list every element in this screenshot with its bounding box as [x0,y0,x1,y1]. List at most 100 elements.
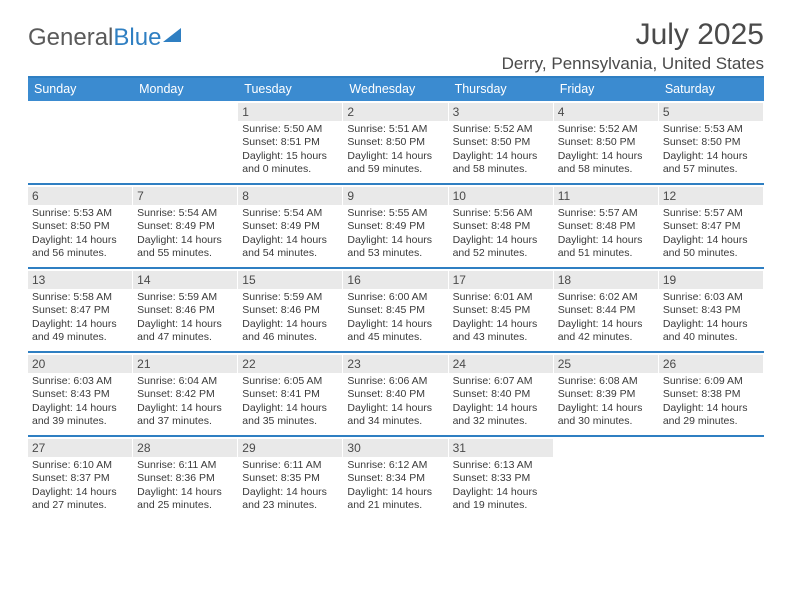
day-details: Sunrise: 5:58 AMSunset: 8:47 PMDaylight:… [32,291,128,345]
day-number: 25 [554,355,658,373]
calendar-cell: 27Sunrise: 6:10 AMSunset: 8:37 PMDayligh… [28,437,133,519]
day-number: 31 [449,439,553,457]
calendar-cell: 9 Sunrise: 5:55 AMSunset: 8:49 PMDaylight… [343,185,448,267]
calendar-cell: 15 Sunrise: 5:59 AMSunset: 8:46 PMDayligh… [238,269,343,351]
day-number: 26 [659,355,763,373]
day-number: 2 [343,103,447,121]
calendar-cell: 24 Sunrise: 6:07 AMSunset: 8:40 PMDayligh… [449,353,554,435]
day-number: 29 [238,439,342,457]
day-details: Sunrise: 6:04 AMSunset: 8:42 PMDaylight:… [137,375,233,429]
brand-logo: GeneralBlue [28,18,181,52]
brand-part2: Blue [113,24,161,52]
calendar-cell: 8Sunrise: 5:54 AMSunset: 8:49 PMDaylight… [238,185,343,267]
calendar-grid: SundayMondayTuesdayWednesdayThursdayFrid… [28,78,764,519]
day-number: 19 [659,271,763,289]
day-number: 21 [133,355,237,373]
day-details: Sunrise: 6:07 AMSunset: 8:40 PMDaylight:… [453,375,549,429]
day-details: Sunrise: 5:53 AMSunset: 8:50 PMDaylight:… [663,123,759,177]
brand-part1: General [28,24,113,52]
day-number: 18 [554,271,658,289]
calendar-cell: 31 Sunrise: 6:13 AMSunset: 8:33 PMDayligh… [449,437,554,519]
calendar-cell: 25Sunrise: 6:08 AMSunset: 8:39 PMDayligh… [554,353,659,435]
calendar-cell: 29 Sunrise: 6:11 AMSunset: 8:35 PMDayligh… [238,437,343,519]
calendar-cell: 30 Sunrise: 6:12 AMSunset: 8:34 PMDayligh… [343,437,448,519]
calendar-cell: 1 Sunrise: 5:50 AMSunset: 8:51 PMDaylight… [238,101,343,183]
calendar-cell: 14Sunrise: 5:59 AMSunset: 8:46 PMDayligh… [133,269,238,351]
day-number: 7 [133,187,237,205]
day-details: Sunrise: 6:01 AMSunset: 8:45 PMDaylight:… [453,291,549,345]
day-details: Sunrise: 5:57 AMSunset: 8:47 PMDaylight:… [663,207,759,261]
day-number: 8 [238,187,342,205]
calendar-cell: 6 Sunrise: 5:53 AMSunset: 8:50 PMDaylight… [28,185,133,267]
day-details: Sunrise: 5:54 AMSunset: 8:49 PMDaylight:… [137,207,233,261]
calendar-cell: 11Sunrise: 5:57 AMSunset: 8:48 PMDayligh… [554,185,659,267]
day-details: Sunrise: 6:12 AMSunset: 8:34 PMDaylight:… [347,459,443,513]
title-block: July 2025 Derry, Pennsylvania, United St… [502,18,764,74]
day-number: 30 [343,439,447,457]
day-number: 17 [449,271,553,289]
day-number: 23 [343,355,447,373]
calendar-cell: 18 Sunrise: 6:02 AMSunset: 8:44 PMDayligh… [554,269,659,351]
calendar-cell: .. [659,437,764,519]
day-number: 11 [554,187,658,205]
day-number: 24 [449,355,553,373]
day-number: 15 [238,271,342,289]
day-details: Sunrise: 6:11 AMSunset: 8:36 PMDaylight:… [137,459,233,513]
triangle-icon [163,28,181,42]
day-number: 13 [28,271,132,289]
day-header: Sunday [28,78,133,101]
day-details: Sunrise: 5:53 AMSunset: 8:50 PMDaylight:… [32,207,128,261]
day-details: Sunrise: 5:51 AMSunset: 8:50 PMDaylight:… [347,123,443,177]
calendar-cell: 12 Sunrise: 5:57 AMSunset: 8:47 PMDayligh… [659,185,764,267]
day-header: Friday [554,78,659,101]
day-number: 10 [449,187,553,205]
calendar-cell: .. [133,101,238,183]
day-details: Sunrise: 5:55 AMSunset: 8:49 PMDaylight:… [347,207,443,261]
calendar-cell: 10Sunrise: 5:56 AMSunset: 8:48 PMDayligh… [449,185,554,267]
day-number: 6 [28,187,132,205]
calendar-cell: 2 Sunrise: 5:51 AMSunset: 8:50 PMDaylight… [343,101,448,183]
day-header: Wednesday [343,78,448,101]
day-number: 4 [554,103,658,121]
calendar-cell: 20 Sunrise: 6:03 AMSunset: 8:43 PMDayligh… [28,353,133,435]
day-details: Sunrise: 6:06 AMSunset: 8:40 PMDaylight:… [347,375,443,429]
calendar-cell: 17 Sunrise: 6:01 AMSunset: 8:45 PMDayligh… [449,269,554,351]
day-number: 5 [659,103,763,121]
day-details: Sunrise: 5:52 AMSunset: 8:50 PMDaylight:… [453,123,549,177]
day-header: Thursday [449,78,554,101]
calendar-cell: 5 Sunrise: 5:53 AMSunset: 8:50 PMDaylight… [659,101,764,183]
calendar-cell: 7 Sunrise: 5:54 AMSunset: 8:49 PMDaylight… [133,185,238,267]
calendar-cell: 22Sunrise: 6:05 AMSunset: 8:41 PMDayligh… [238,353,343,435]
day-number: 20 [28,355,132,373]
day-details: Sunrise: 6:03 AMSunset: 8:43 PMDaylight:… [663,291,759,345]
calendar-cell: 21 Sunrise: 6:04 AMSunset: 8:42 PMDayligh… [133,353,238,435]
calendar-cell: 28 Sunrise: 6:11 AMSunset: 8:36 PMDayligh… [133,437,238,519]
day-details: Sunrise: 6:00 AMSunset: 8:45 PMDaylight:… [347,291,443,345]
day-details: Sunrise: 5:59 AMSunset: 8:46 PMDaylight:… [242,291,338,345]
title-month: July 2025 [502,18,764,52]
day-details: Sunrise: 5:52 AMSunset: 8:50 PMDaylight:… [558,123,654,177]
day-number: 3 [449,103,553,121]
header: GeneralBlue July 2025 Derry, Pennsylvani… [28,18,764,74]
day-number: 14 [133,271,237,289]
calendar-cell: 4 Sunrise: 5:52 AMSunset: 8:50 PMDaylight… [554,101,659,183]
day-number: 9 [343,187,447,205]
title-location: Derry, Pennsylvania, United States [502,54,764,74]
day-details: Sunrise: 6:05 AMSunset: 8:41 PMDaylight:… [242,375,338,429]
day-details: Sunrise: 6:11 AMSunset: 8:35 PMDaylight:… [242,459,338,513]
calendar-cell: 26Sunrise: 6:09 AMSunset: 8:38 PMDayligh… [659,353,764,435]
day-details: Sunrise: 6:13 AMSunset: 8:33 PMDaylight:… [453,459,549,513]
calendar-cell: 19 Sunrise: 6:03 AMSunset: 8:43 PMDayligh… [659,269,764,351]
day-number: 28 [133,439,237,457]
day-header: Saturday [659,78,764,101]
page: GeneralBlue July 2025 Derry, Pennsylvani… [0,0,792,519]
day-details: Sunrise: 6:03 AMSunset: 8:43 PMDaylight:… [32,375,128,429]
calendar-cell: 23 Sunrise: 6:06 AMSunset: 8:40 PMDayligh… [343,353,448,435]
day-number: 1 [238,103,342,121]
calendar-cell: .. [554,437,659,519]
calendar-cell: 13 Sunrise: 5:58 AMSunset: 8:47 PMDayligh… [28,269,133,351]
day-number: 12 [659,187,763,205]
day-details: Sunrise: 5:50 AMSunset: 8:51 PMDaylight:… [242,123,338,177]
day-details: Sunrise: 6:02 AMSunset: 8:44 PMDaylight:… [558,291,654,345]
day-header: Tuesday [238,78,343,101]
